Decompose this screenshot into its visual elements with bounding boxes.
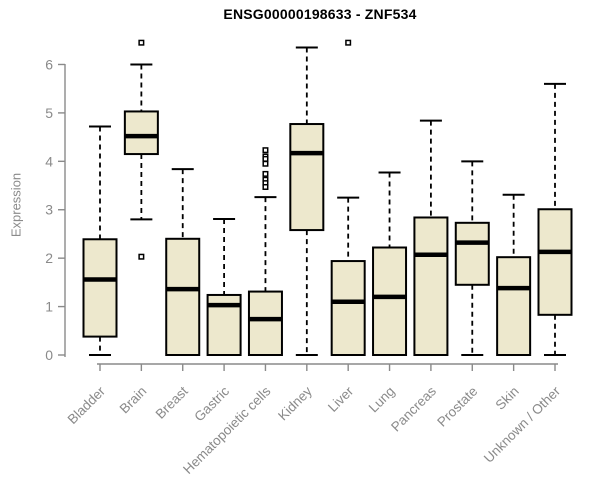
x-tick-label-unknown-other: Unknown / Other — [481, 383, 564, 466]
box-hematopoietic-cells — [247, 290, 283, 356]
x-tick-label-pancreas: Pancreas — [388, 383, 439, 434]
outlier-hematopoietic-cells-0 — [262, 147, 269, 154]
box-kidney — [289, 123, 325, 232]
y-tick-label-0: 0 — [45, 347, 53, 363]
x-tick-label-skin: Skin — [493, 384, 522, 413]
box-skin — [496, 256, 532, 356]
outlier-hematopoietic-cells-2 — [262, 155, 269, 162]
box-pancreas — [413, 216, 449, 356]
x-tick-label-gastric: Gastric — [191, 383, 232, 424]
y-tick-label-3: 3 — [45, 202, 53, 218]
box-bladder — [82, 238, 118, 338]
x-tick-label-brain: Brain — [117, 384, 150, 417]
y-tick-label-4: 4 — [45, 153, 53, 169]
x-tick-label-lung: Lung — [366, 384, 398, 416]
y-tick-label-2: 2 — [45, 250, 53, 266]
chart-title: ENSG00000198633 - ZNF534 — [223, 6, 417, 22]
box-lung — [372, 246, 408, 356]
x-tick-label-bladder: Bladder — [65, 383, 109, 427]
box-breast — [165, 237, 201, 357]
x-tick-label-prostate: Prostate — [434, 384, 480, 430]
y-tick-label-5: 5 — [45, 105, 53, 121]
box-prostate — [454, 221, 490, 286]
outlier-hematopoietic-cells-3 — [262, 160, 269, 167]
x-tick-label-breast: Breast — [153, 383, 191, 421]
outlier-brain-0 — [138, 39, 145, 46]
x-tick-label-kidney: Kidney — [275, 383, 315, 423]
outlier-hematopoietic-cells-7 — [262, 183, 269, 190]
box-unknown-other — [537, 208, 573, 316]
y-tick-label-1: 1 — [45, 299, 53, 315]
outlier-brain-1 — [138, 253, 145, 260]
box-brain — [123, 110, 159, 156]
box-liver — [330, 260, 366, 356]
outlier-hematopoietic-cells-4 — [262, 170, 269, 177]
y-tick-label-6: 6 — [45, 56, 53, 72]
x-tick-label-liver: Liver — [325, 383, 357, 415]
outlier-liver-0 — [345, 39, 352, 46]
